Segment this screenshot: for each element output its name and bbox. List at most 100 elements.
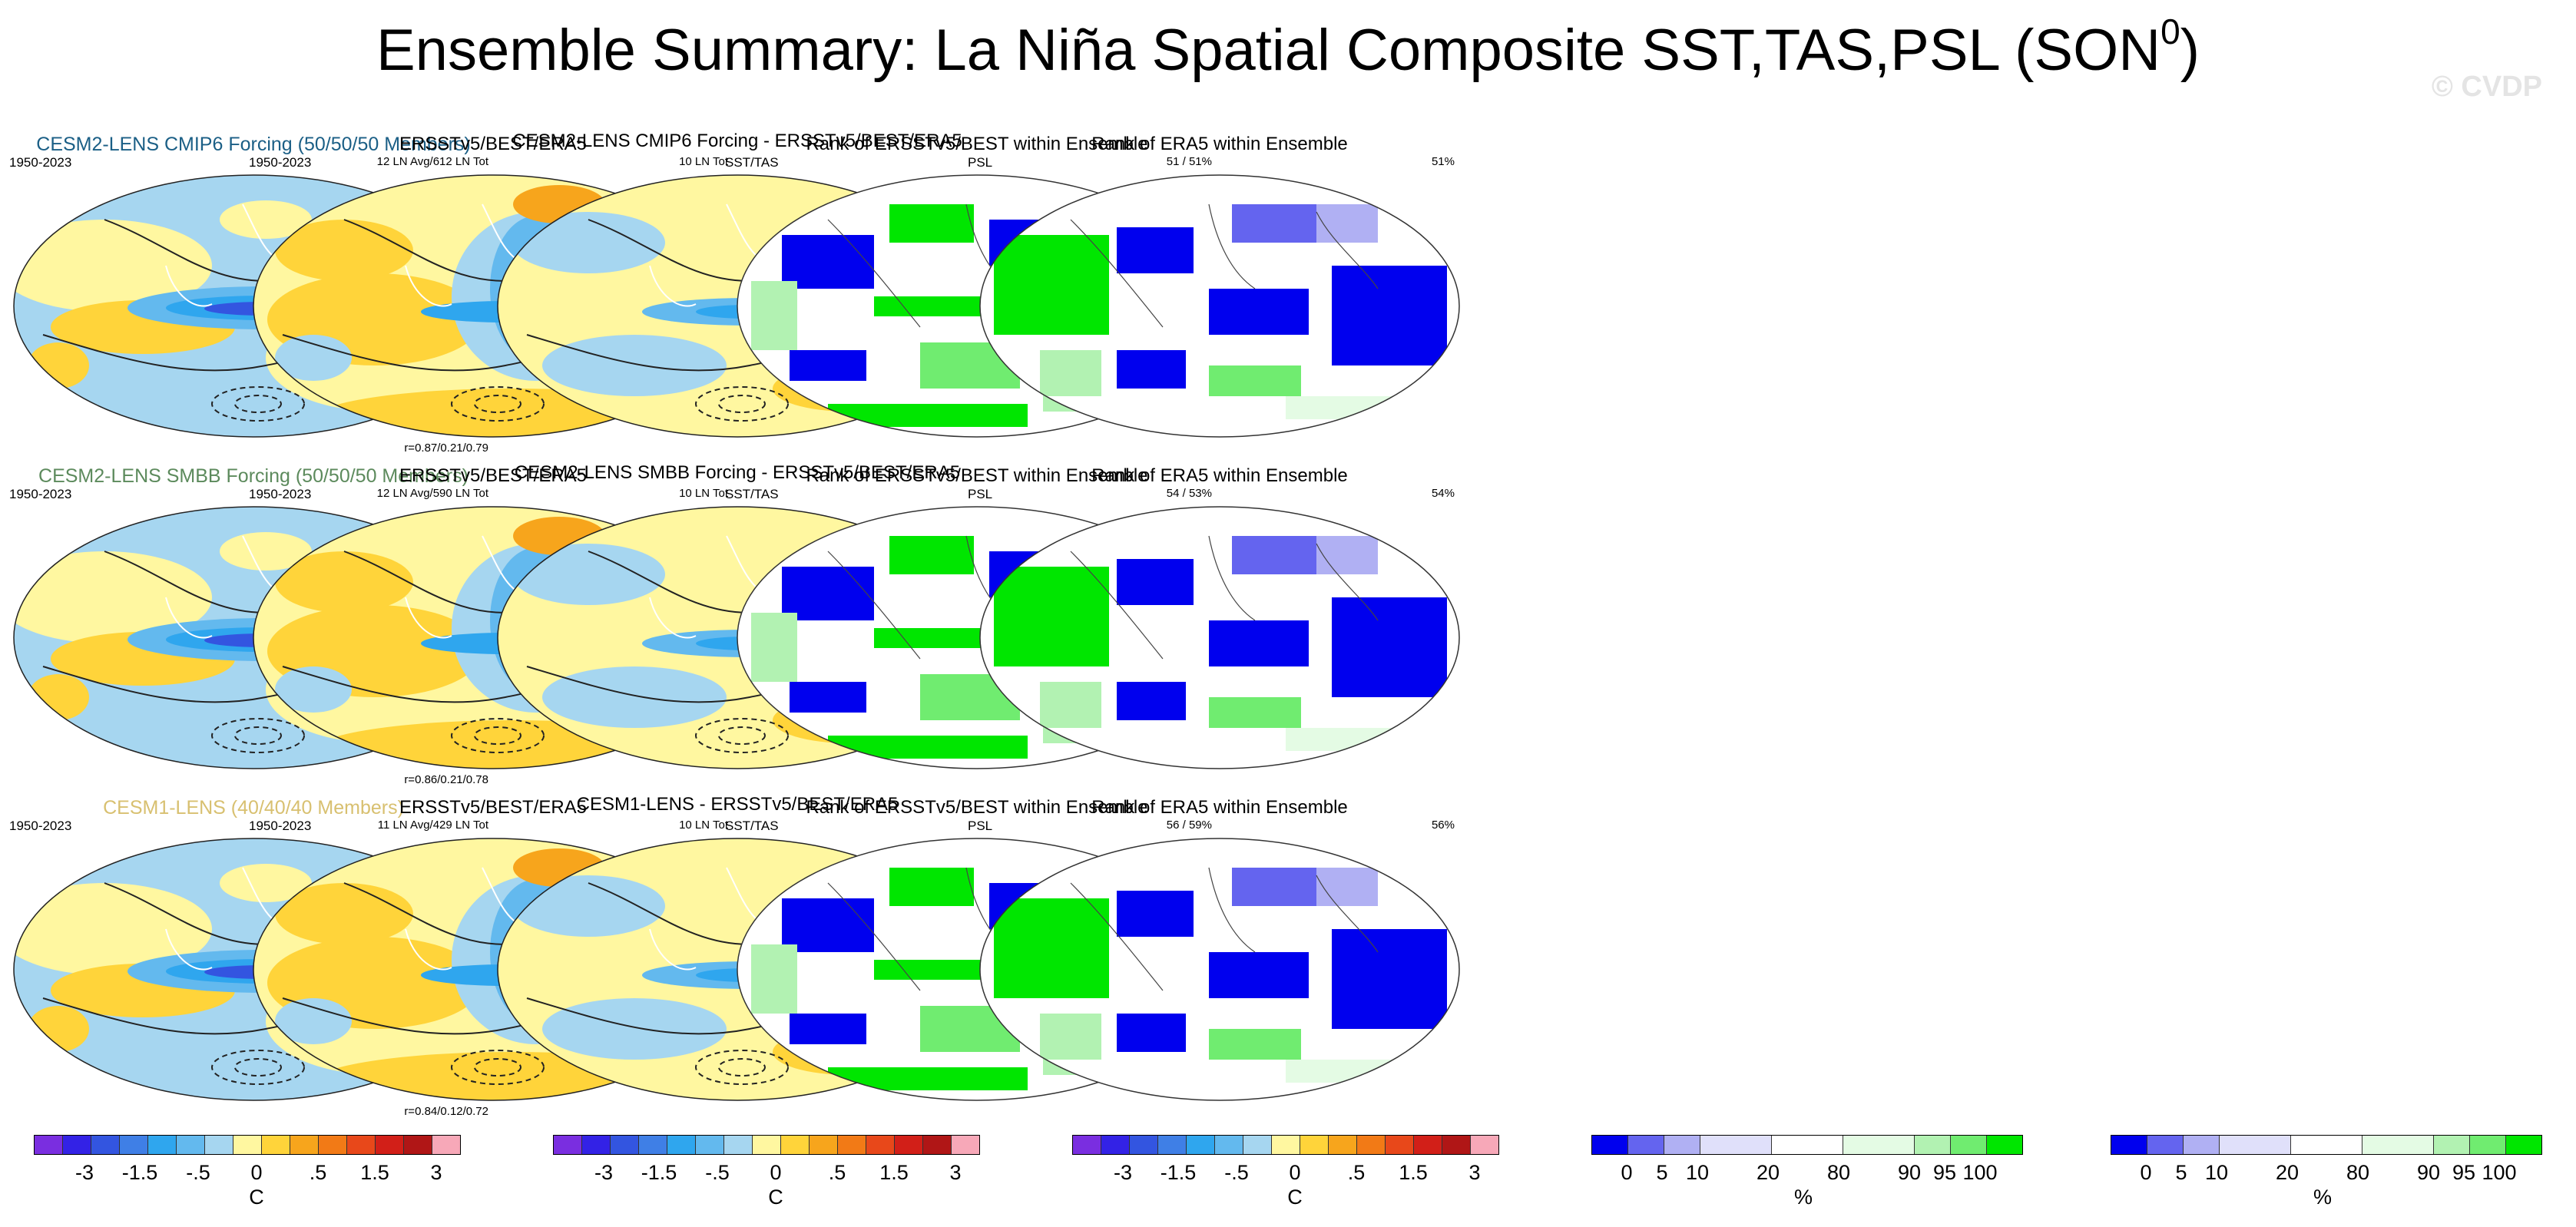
colorbar-swatch: [1101, 1136, 1130, 1154]
colorbar-swatch: [639, 1136, 667, 1154]
colorbar-tick: -1.5: [641, 1161, 677, 1184]
colorbar-swatch: [1300, 1136, 1329, 1154]
rank-map: [979, 506, 1460, 769]
colorbar-tick: 90: [2416, 1161, 2441, 1184]
colorbar-swatch: [866, 1136, 895, 1154]
rank-percent: 54%: [1431, 487, 1455, 500]
colorbar-swatch: [1158, 1136, 1187, 1154]
variable-label: SST/TAS: [725, 819, 779, 833]
cvdp-watermark: © CVDP: [2431, 71, 2542, 103]
colorbar-swatch: [2291, 1136, 2362, 1154]
colorbar-swatch: [696, 1136, 724, 1154]
colorbar-tick: -3: [594, 1161, 614, 1184]
colorbar-swatch: [2434, 1136, 2470, 1154]
event-count: 10 LN Tot: [679, 819, 728, 832]
panel-title: Rank of ERA5 within Ensemble: [1091, 797, 1348, 818]
colorbar-tick: 5: [1656, 1161, 1668, 1184]
panel-title: Rank of ERSSTv5/BEST within Ensemble: [806, 465, 1148, 486]
event-count: 12 LN Avg/612 LN Tot: [376, 155, 488, 168]
colorbar-tick: 1.5: [1399, 1161, 1428, 1184]
panel-title: CESM2-LENS CMIP6 Forcing (50/50/50 Membe…: [36, 134, 471, 155]
event-count: 11 LN Avg/429 LN Tot: [377, 819, 488, 832]
colorbar-swatch: [2147, 1136, 2184, 1154]
colorbar-tick: 1.5: [879, 1161, 909, 1184]
figure-title: Ensemble Summary: La Niña Spatial Compos…: [376, 12, 2200, 83]
colorbar-tick: 0: [250, 1161, 263, 1184]
panel-title: CESM1-LENS (40/40/40 Members): [103, 797, 404, 819]
colorbar-unit: C: [1287, 1186, 1303, 1209]
anomaly-colorbar: -3 -1.5 -.5 0 .5 1.5 3 C: [34, 1135, 464, 1227]
rank-percent: 56%: [1431, 819, 1455, 832]
period-label: 1950-2023: [249, 155, 312, 170]
colorbar-tick: -1.5: [1160, 1161, 1197, 1184]
colorbar-tick: -3: [1113, 1161, 1133, 1184]
panel-title: ERSSTv5/BEST/ERA5: [399, 797, 588, 818]
panel-title: Rank of ERSSTv5/BEST within Ensemble: [806, 797, 1148, 818]
colorbar-tick: 1.5: [360, 1161, 389, 1184]
colorbar-tick: 0: [1621, 1161, 1633, 1184]
event-count: 10 LN Tot: [679, 487, 728, 500]
panel-title: CESM1-LENS - ERSSTv5/BEST/ERA5: [576, 794, 899, 815]
colorbar-swatch: [2362, 1136, 2434, 1154]
colorbar-swatch: [290, 1136, 319, 1154]
colorbar-tick: 100: [2482, 1161, 2517, 1184]
colorbar-tick: 10: [1685, 1161, 1710, 1184]
variable-label: PSL: [968, 155, 993, 170]
colorbar-swatch: [554, 1136, 582, 1154]
rank-percent: 51%: [1431, 155, 1455, 168]
colorbar-tick: 95: [2452, 1161, 2476, 1184]
variable-label: SST/TAS: [725, 487, 779, 501]
panel-title: CESM2-LENS SMBB Forcing (50/50/50 Member…: [38, 465, 469, 487]
colorbar-swatch: [1187, 1136, 1215, 1154]
colorbar-tick: .5: [1347, 1161, 1366, 1184]
colorbar-tick: 0: [770, 1161, 782, 1184]
colorbar-swatch: [1386, 1136, 1414, 1154]
colorbar-swatch: [895, 1136, 923, 1154]
colorbar-tick: 20: [1756, 1161, 1780, 1184]
colorbar-swatch: [205, 1136, 233, 1154]
colorbar-swatch: [2220, 1136, 2291, 1154]
colorbar-swatch: [63, 1136, 91, 1154]
colorbar-tick: 10: [2204, 1161, 2229, 1184]
colorbar-swatch: [2184, 1136, 2220, 1154]
rank-map: [979, 174, 1460, 438]
colorbar-tick: 80: [1826, 1161, 1851, 1184]
colorbar-tick: .5: [828, 1161, 846, 1184]
anomaly-colorbar: -3 -1.5 -.5 0 .5 1.5 3 C: [1072, 1135, 1502, 1227]
rank-percent: 56 / 59%: [1166, 819, 1212, 832]
rank-percent: 54 / 53%: [1166, 487, 1212, 500]
colorbar-swatch: [753, 1136, 781, 1154]
colorbar-tick: -.5: [705, 1161, 730, 1184]
colorbar-tick: 95: [1932, 1161, 1957, 1184]
colorbar-swatch: [1664, 1136, 1700, 1154]
period-label: 1950-2023: [9, 819, 72, 833]
colorbar-swatch: [35, 1136, 63, 1154]
pattern-correlation: r=0.87/0.21/0.79: [404, 442, 488, 455]
colorbar-tick: -.5: [1224, 1161, 1249, 1184]
colorbar-swatch: [233, 1136, 262, 1154]
colorbar-swatch: [781, 1136, 810, 1154]
colorbar-swatch: [1442, 1136, 1471, 1154]
rank-colorbar: 0 5 10 20 80 90 95 100 %: [1591, 1135, 2023, 1227]
anomaly-colorbar: -3 -1.5 -.5 0 .5 1.5 3 C: [553, 1135, 983, 1227]
panel-title: Rank of ERA5 within Ensemble: [1091, 134, 1348, 154]
colorbar-tick: 3: [949, 1161, 962, 1184]
colorbar-swatch: [1243, 1136, 1272, 1154]
colorbar-swatch: [582, 1136, 611, 1154]
colorbar-unit: %: [1793, 1186, 1813, 1209]
colorbar-swatch: [1130, 1136, 1158, 1154]
colorbar-swatch: [432, 1136, 460, 1154]
colorbar-unit: %: [2313, 1186, 2333, 1209]
rank-map: [979, 838, 1460, 1101]
panel-title: CESM2-LENS CMIP6 Forcing - ERSSTv5/BEST/…: [512, 131, 962, 151]
rank-colorbar: 0 5 10 20 80 90 95 100 %: [2111, 1135, 2542, 1227]
event-count: 12 LN Avg/590 LN Tot: [376, 487, 488, 500]
colorbar-tick: 20: [2275, 1161, 2300, 1184]
panel-title: CESM2-LENS SMBB Forcing - ERSSTv5/BEST/E…: [514, 462, 961, 483]
period-label: 1950-2023: [249, 487, 312, 501]
colorbar-tick: 5: [2175, 1161, 2187, 1184]
colorbar-swatch: [810, 1136, 838, 1154]
colorbar-swatch: [2506, 1136, 2541, 1154]
colorbar-swatch: [1329, 1136, 1357, 1154]
colorbar-swatch: [1073, 1136, 1101, 1154]
